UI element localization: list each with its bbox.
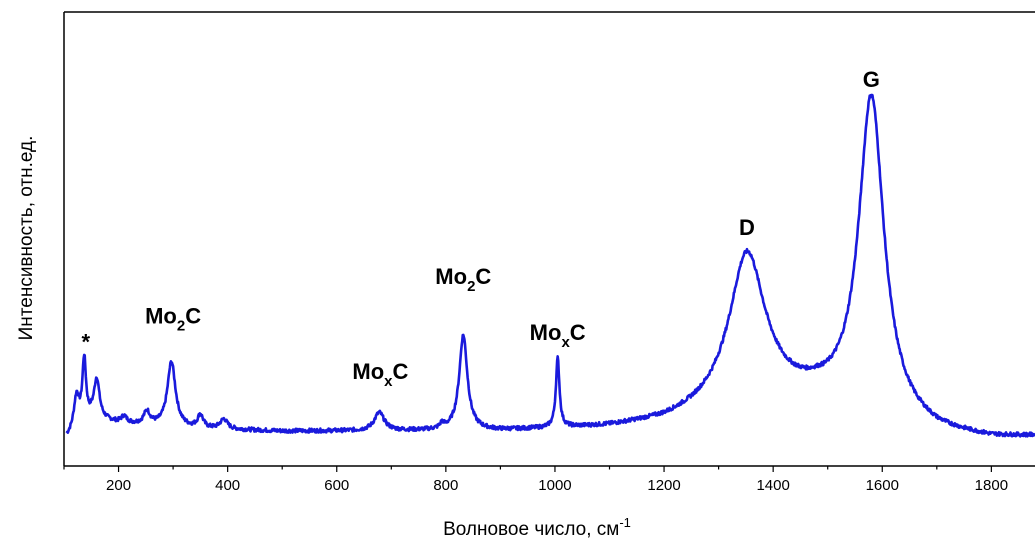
annotation-star: * bbox=[82, 330, 91, 355]
spectrum-series bbox=[65, 93, 1035, 438]
annotation-text: Mo bbox=[352, 359, 384, 384]
spectrum-line bbox=[65, 93, 1035, 438]
x-tick-label: 400 bbox=[215, 477, 240, 494]
annotation-text: Mo bbox=[145, 303, 177, 328]
annotation-tail: C bbox=[393, 359, 409, 384]
annotation-subscript: 2 bbox=[467, 278, 475, 295]
annotation-g-band: G bbox=[863, 67, 880, 92]
annotation-tail: C bbox=[475, 264, 491, 289]
annotation-text: * bbox=[82, 330, 91, 355]
annotation-tail: C bbox=[570, 320, 586, 345]
x-tick-label: 1400 bbox=[756, 477, 789, 494]
x-axis-ticks: 200 400 600 800 1000 1200 1400 1600 1800 bbox=[63, 466, 1008, 494]
x-tick-label: 1600 bbox=[866, 477, 899, 494]
annotation-moxc-1005: MoxC bbox=[530, 320, 586, 351]
plot-frame bbox=[63, 11, 1035, 467]
annotation-text: Mo bbox=[530, 320, 562, 345]
annotation-mo2c-832: Mo2C bbox=[435, 264, 491, 295]
x-axis-title-superscript: -1 bbox=[619, 515, 631, 530]
x-tick-label: 1200 bbox=[647, 477, 680, 494]
x-tick-label: 1000 bbox=[538, 477, 571, 494]
x-axis-title: Волновое число, см-1 bbox=[443, 515, 631, 540]
annotation-text: G bbox=[863, 67, 880, 92]
annotation-subscript: x bbox=[384, 373, 393, 390]
x-axis-title-text: Волновое число, см bbox=[443, 519, 619, 540]
x-tick-label: 600 bbox=[324, 477, 349, 494]
annotation-mo2c-300: Mo2C bbox=[145, 303, 201, 334]
x-tick-label: 800 bbox=[433, 477, 458, 494]
annotation-moxc-680: MoxC bbox=[352, 359, 408, 390]
annotation-subscript: 2 bbox=[177, 317, 185, 334]
annotation-text: D bbox=[739, 215, 755, 240]
x-tick-label: 200 bbox=[106, 477, 131, 494]
annotation-tail: C bbox=[185, 303, 201, 328]
y-axis-title: Интенсивность, отн.ед. bbox=[16, 136, 37, 341]
x-tick-label: 1800 bbox=[975, 477, 1008, 494]
annotation-text: Mo bbox=[435, 264, 467, 289]
annotation-subscript: x bbox=[561, 334, 570, 351]
annotation-d-band: D bbox=[739, 215, 755, 240]
